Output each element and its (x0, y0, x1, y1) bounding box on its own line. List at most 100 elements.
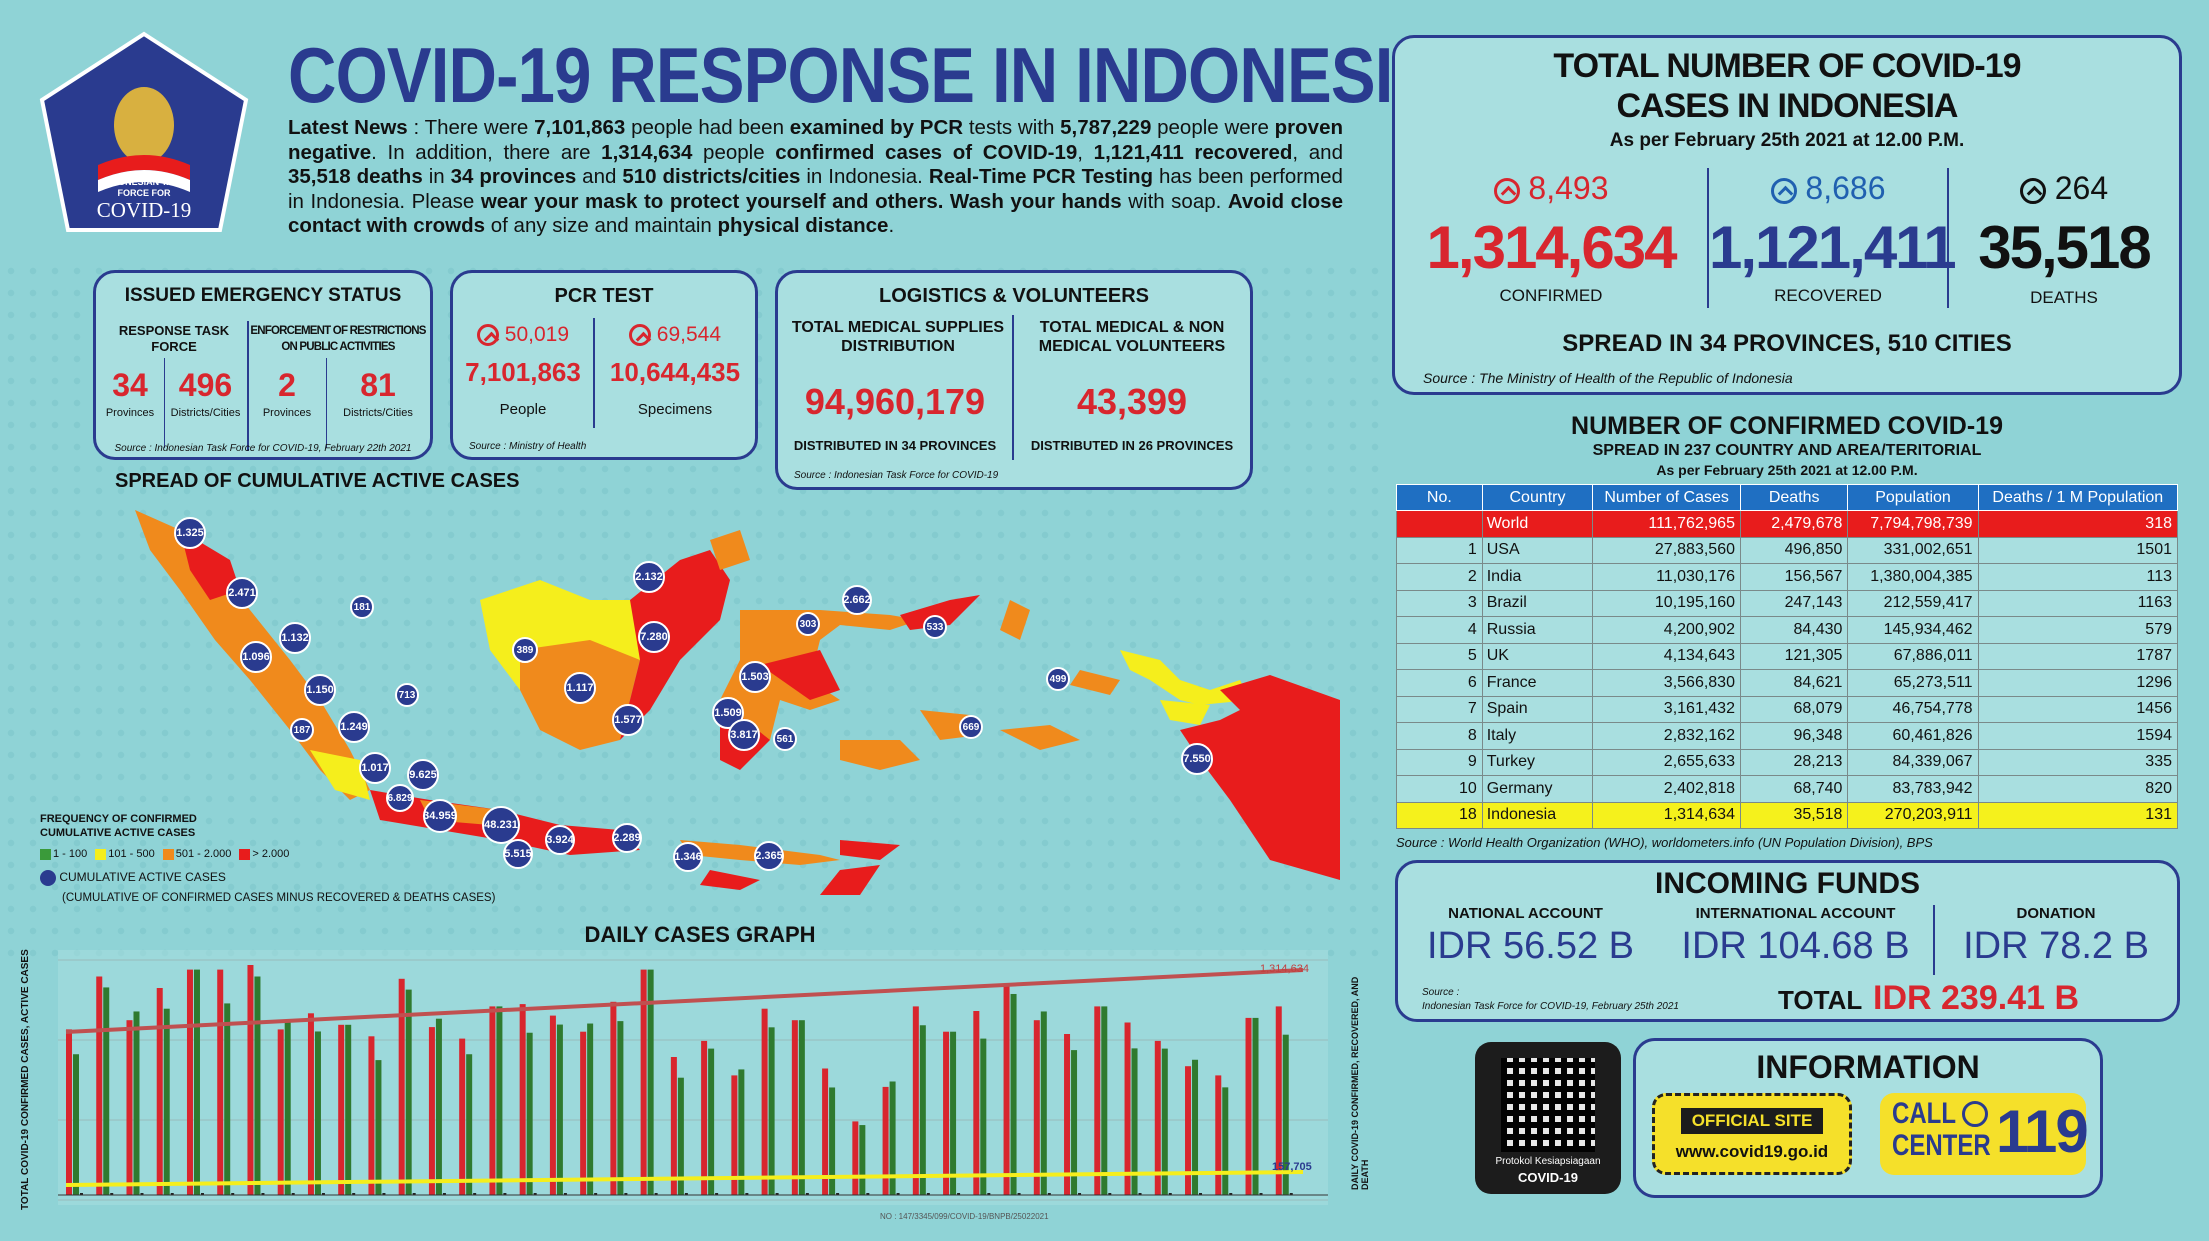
daily-confirmed-bar (338, 1024, 345, 1195)
news-segment: 510 districts/cities (622, 165, 801, 188)
news-segment: 35,518 deaths (288, 165, 423, 188)
daily-confirmed-bar (640, 969, 647, 1195)
daily-death-bar (1259, 1193, 1263, 1195)
table-cell: 579 (1977, 616, 2179, 644)
news-segment: and (576, 165, 623, 188)
table-row: 1 USA 27,883,560 496,850 331,002,651 1501 (1396, 536, 2179, 564)
table-cell: 1,314,634 (1592, 801, 1741, 829)
restricted-provinces-label: Provinces (262, 407, 312, 419)
daily-recovered-bar (375, 1060, 382, 1195)
daily-death-bar (594, 1193, 598, 1195)
news-segment: proven negative (288, 116, 1344, 164)
news-body: : There were 7,101,863 people had been e… (288, 116, 1343, 237)
daily-death-bar (291, 1193, 295, 1195)
qr-label-2: COVID-19 (1518, 1170, 1578, 1185)
table-row: World 111,762,965 2,479,678 7,794,798,739 31… (1396, 510, 2179, 538)
news-segment: wear your mask to protect yourself and o… (480, 189, 1122, 213)
daily-death-bar (352, 1193, 356, 1195)
daily-cases-chart (58, 950, 1328, 1205)
table-header-cell: Country (1481, 484, 1594, 511)
table-cell: 335 (1977, 748, 2179, 776)
world-subtitle: SPREAD IN 237 COUNTRY AND AREA/TERITORIA… (1592, 442, 1982, 459)
world-title: NUMBER OF CONFIRMED COVID-19 (1571, 412, 2003, 440)
confirmed-increase-icon (1493, 177, 1520, 204)
world-cases-table: No. Country Number of Cases Deaths Populatio… (1396, 484, 2179, 829)
chart-background (58, 950, 1328, 1205)
daily-confirmed-bar (519, 1004, 526, 1195)
call-center-button[interactable]: CALL CENTER 119 (1880, 1093, 2089, 1175)
daily-recovered-bar (768, 1027, 775, 1195)
confirmed-total: 1,314,634 (1426, 214, 1678, 281)
table-cell: 2 (1396, 563, 1483, 591)
totals-panel: TOTAL NUMBER OF COVID-19 CASES IN INDONE… (1392, 35, 2182, 395)
daily-confirmed-bar (791, 1020, 798, 1195)
medical-supplies-head: TOTAL MEDICAL SUPPLIES DISTRIBUTION (791, 319, 1005, 355)
legend-label: 501 - 2.000 (175, 848, 232, 860)
daily-confirmed-bar (428, 1027, 435, 1195)
information-title: INFORMATION (1756, 1049, 1980, 1085)
official-site-button[interactable]: OFFICIAL SITE www.covid19.go.id (1652, 1093, 1852, 1175)
daily-death-bar (1289, 1193, 1293, 1195)
daily-death-bar (987, 1193, 991, 1195)
total-confirmed-line (65, 968, 1304, 1034)
daily-recovered-bar (193, 969, 200, 1195)
confirmed-label: CONFIRMED (1499, 286, 1603, 305)
map-title: SPREAD OF CUMULATIVE ACTIVE CASES (115, 470, 520, 492)
active-cases-bubble: 3.817 (728, 719, 760, 751)
news-segment: . In addition, there are (371, 140, 602, 164)
table-cell: 1296 (1977, 669, 2179, 697)
daily-recovered-bar (587, 1023, 594, 1195)
emergency-status-panel: ISSUED EMERGENCY STATUS RESPONSE TASK FO… (93, 270, 433, 460)
daily-recovered-bar (1282, 1034, 1289, 1195)
active-cases-line (65, 1170, 1304, 1187)
table-cell: 3,161,432 (1592, 695, 1741, 723)
table-cell: France (1481, 669, 1594, 697)
national-account-head: NATIONAL ACCOUNT (1448, 905, 1603, 922)
active-cases-bubble: 1.346 (673, 842, 703, 872)
active-cases-bubble: 1.096 (240, 641, 272, 673)
emergency-title: ISSUED EMERGENCY STATUS (124, 285, 402, 306)
confirmed-increase: 8,493 (1528, 170, 1609, 206)
daily-death-bar (170, 1193, 174, 1195)
qr-card[interactable]: Protokol Kesiapsiagaan COVID-19 (1475, 1042, 1621, 1194)
total-confirmed-label: 1,314,634 (1260, 963, 1309, 975)
daily-death-bar (745, 1193, 749, 1195)
pcr-people-label: People (499, 401, 547, 418)
recovered-label: RECOVERED (1774, 286, 1882, 305)
information-panel: INFORMATION OFFICIAL SITE www.covid19.go… (1633, 1038, 2103, 1198)
table-cell: 1163 (1977, 589, 2179, 617)
qr-code-icon (1501, 1058, 1595, 1152)
task-force-logo: INDONESIAN TASK FORCE FOR COVID-19 (38, 30, 250, 235)
daily-recovered-bar (859, 1125, 866, 1195)
active-cases-bubble: 2.662 (842, 585, 872, 615)
daily-confirmed-bar (1185, 1066, 1192, 1195)
daily-confirmed-bar (489, 1006, 496, 1195)
legend-label: > 2.000 (252, 848, 290, 860)
daily-confirmed-bar (761, 1008, 768, 1195)
news-segment: with soap. (1121, 189, 1228, 213)
active-cases-bubble: 2.471 (226, 577, 258, 609)
official-site-url[interactable]: www.covid19.go.id (1675, 1142, 1829, 1161)
table-row: 4 Russia 4,200,902 84,430 145,934,462 579 (1396, 616, 2179, 644)
table-cell: 8 (1396, 722, 1483, 750)
funds-total-label: TOTAL (1778, 985, 1863, 1015)
table-cell: 84,339,067 (1847, 748, 1979, 776)
table-cell: Indonesia (1481, 801, 1594, 829)
active-cases-label: 157,705 (1272, 1161, 1312, 1173)
active-cases-bubble: 533 (923, 615, 947, 639)
latest-news: Latest News : There were 7,101,863 peopl… (288, 116, 1343, 239)
table-cell: 5 (1396, 642, 1483, 670)
table-cell: 84,621 (1739, 669, 1849, 697)
daily-confirmed-bar (731, 1075, 738, 1195)
table-cell: 96,348 (1739, 722, 1849, 750)
divider (593, 318, 595, 428)
pcr-specimens: 10,644,435 (609, 357, 741, 387)
table-cell: 67,886,011 (1847, 642, 1979, 670)
divider (1012, 315, 1014, 460)
recovered-increase: 8,686 (1805, 170, 1886, 206)
daily-confirmed-bar (701, 1040, 708, 1195)
news-label: Latest News (288, 116, 408, 139)
daily-recovered-bar (919, 1025, 926, 1195)
national-account-value: IDR 56.52 B (1427, 925, 1634, 967)
table-cell: 7,794,798,739 (1847, 510, 1979, 538)
